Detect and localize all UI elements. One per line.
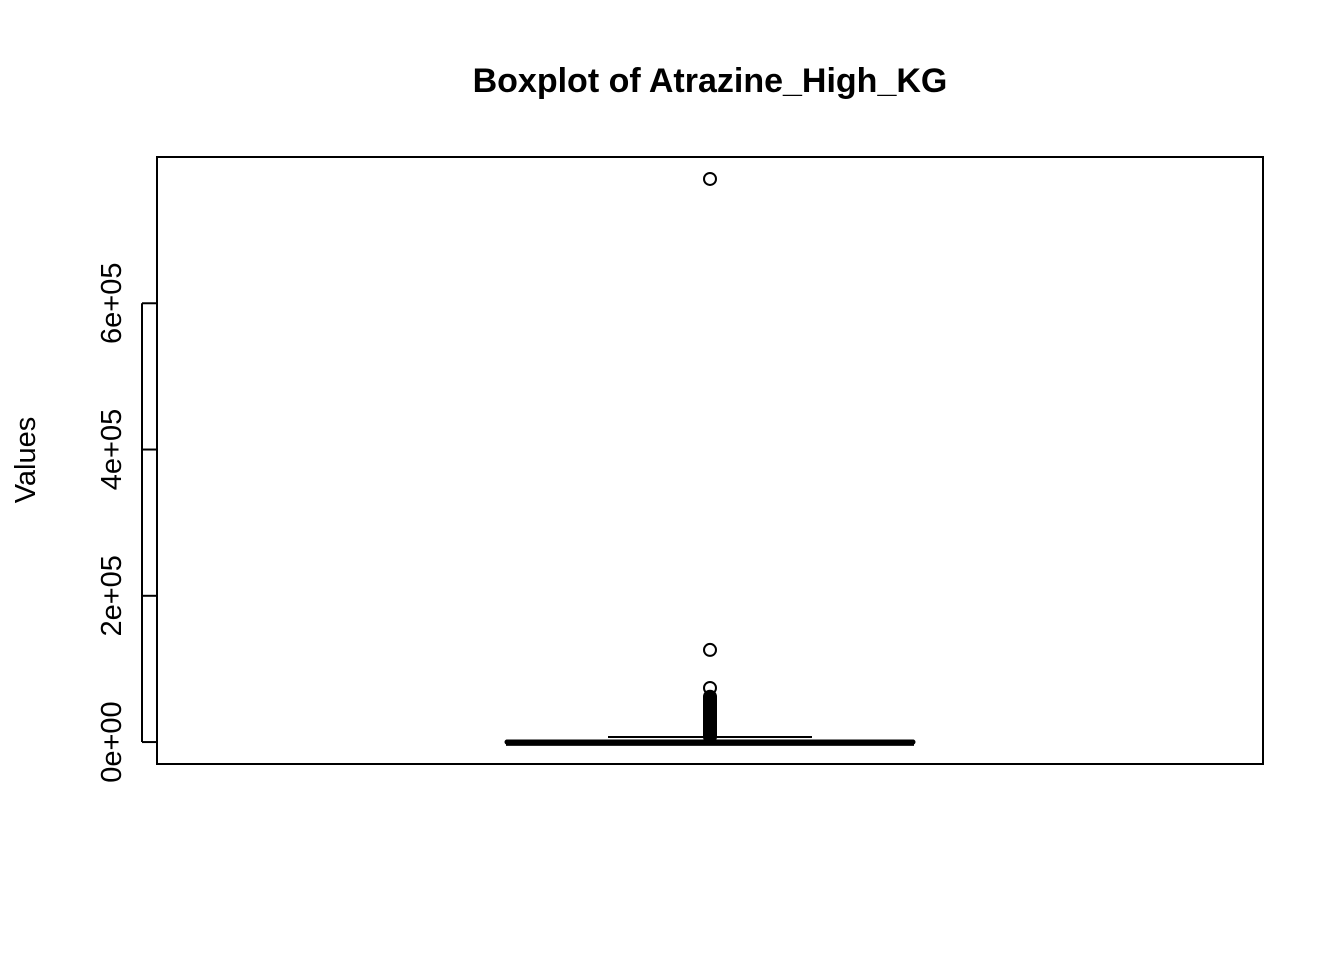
y-axis-label: Values <box>10 417 42 504</box>
outlier-points <box>703 171 717 744</box>
plot-frame <box>156 156 1264 765</box>
y-axis: 0e+00 2e+05 4e+05 6e+05 <box>96 263 157 783</box>
y-tick-label: 0e+00 <box>96 701 128 782</box>
y-tick-label: 2e+05 <box>96 555 128 636</box>
outlier-point <box>703 729 717 744</box>
y-tick-label: 4e+05 <box>96 409 128 490</box>
chart-title: Boxplot of Atrazine_High_KG <box>473 62 948 100</box>
outlier-point <box>703 171 717 186</box>
y-tick-label: 6e+05 <box>96 263 128 344</box>
outlier-point <box>703 642 717 657</box>
